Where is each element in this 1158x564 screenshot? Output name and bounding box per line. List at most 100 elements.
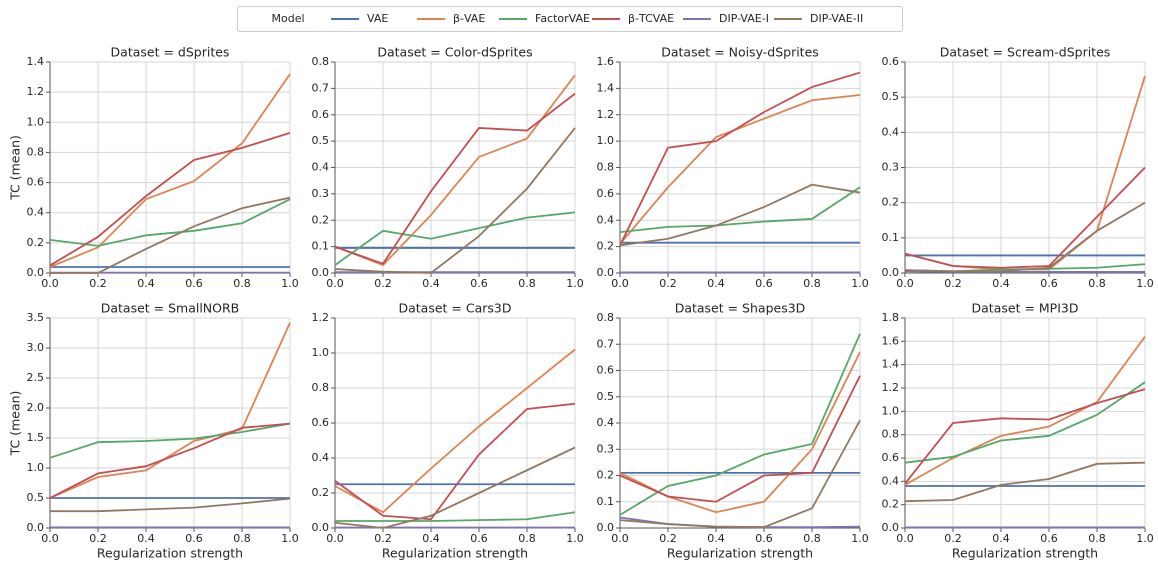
x-tick-label: 1.0 — [281, 277, 299, 290]
y-tick-label: 1.2 — [312, 311, 330, 324]
x-tick-label: 0.6 — [755, 532, 773, 545]
panel: 0.0 0.2 0.4 0.6 0.8 1.0 1.2 1.4 1.6 0.0 0.2 0.4 0.6 0… — [597, 45, 869, 291]
x-tick-label: 0.0 — [611, 277, 629, 290]
y-tick-label: 0.0 — [27, 521, 45, 534]
y-tick-label: 1.5 — [27, 431, 45, 444]
x-axis-label: Regularization strength — [952, 546, 1098, 561]
y-tick-label: 0.0 — [312, 521, 330, 534]
legend-label: β-TCVAE — [628, 12, 674, 25]
legend: Model VAE β-VAE FactorVAE β-TCVAE DIP-VAE-I DI… — [237, 6, 903, 32]
y-tick-label: 1.4 — [597, 81, 615, 94]
x-axis-label: Regularization strength — [382, 546, 528, 561]
panel-title: Dataset = MPI3D — [972, 301, 1079, 316]
series-line — [904, 461, 1146, 503]
y-tick-label: 1.6 — [597, 55, 615, 68]
x-axis-label: Regularization strength — [97, 546, 243, 561]
x-tick-label: 0.8 — [803, 277, 821, 290]
y-tick-label: 0.6 — [597, 364, 615, 377]
series-line — [49, 73, 291, 268]
legend-title: Model — [271, 12, 304, 25]
x-tick-label: 0.6 — [1040, 532, 1058, 545]
series-line — [334, 402, 576, 521]
y-tick-label: 1.8 — [882, 311, 900, 324]
y-tick-label: 0.3 — [882, 161, 900, 174]
series-line — [50, 497, 291, 513]
y-tick-label: 0.1 — [597, 495, 615, 508]
y-tick-label: 1.0 — [27, 115, 45, 128]
y-tick-label: 0.0 — [882, 521, 900, 534]
x-tick-label: 0.4 — [137, 277, 155, 290]
y-tick-label: 1.2 — [27, 85, 45, 98]
panel-title: Dataset = Color-dSprites — [377, 45, 532, 60]
y-tick-label: 0.6 — [27, 176, 45, 189]
y-tick-label: 0.6 — [882, 451, 900, 464]
series-line — [334, 211, 576, 266]
x-tick-label: 0.8 — [1088, 277, 1106, 290]
y-tick-label: 0.1 — [312, 240, 330, 253]
y-tick-label: 0.8 — [312, 55, 330, 68]
legend-box — [237, 6, 903, 32]
series-line — [49, 198, 291, 247]
y-tick-label: 0.1 — [882, 231, 900, 244]
series-line — [335, 511, 576, 522]
legend-label: DIP-VAE-II — [810, 12, 863, 25]
series-line — [49, 422, 291, 499]
x-axis-label: Regularization strength — [667, 546, 813, 561]
x-tick-label: 0.2 — [374, 532, 392, 545]
y-tick-label: 0.4 — [312, 161, 330, 174]
x-tick-label: 0.4 — [707, 532, 725, 545]
legend-label: FactorVAE — [535, 12, 590, 25]
panel-title: Dataset = SmallNORB — [101, 301, 240, 316]
series-line — [334, 92, 576, 265]
series-line — [904, 201, 1146, 273]
y-tick-label: 0.4 — [597, 416, 615, 429]
y-tick-label: 0.3 — [312, 187, 330, 200]
series-line — [49, 322, 291, 499]
x-tick-label: 0.4 — [422, 532, 440, 545]
panel-title: Dataset = Noisy-dSprites — [661, 45, 819, 60]
series-line — [619, 94, 861, 245]
series-line — [49, 422, 291, 459]
x-tick-label: 0.6 — [1040, 277, 1058, 290]
y-tick-label: 0.6 — [597, 187, 615, 200]
x-tick-label: 0.8 — [518, 277, 536, 290]
x-tick-label: 0.0 — [326, 532, 344, 545]
x-tick-label: 0.6 — [185, 277, 203, 290]
series-line — [619, 71, 861, 246]
panel: 0.0 0.2 0.4 0.6 0.8 1.0 1.2 0.0 0.2 0.4 0.6 0.8 1.0 D… — [312, 301, 584, 561]
x-tick-label: 1.0 — [566, 532, 584, 545]
y-tick-label: 0.6 — [882, 55, 900, 68]
y-tick-label: 0.6 — [312, 108, 330, 121]
y-tick-label: 1.4 — [27, 55, 45, 68]
x-tick-label: 1.0 — [1136, 277, 1154, 290]
x-tick-label: 0.6 — [470, 532, 488, 545]
series-line — [904, 75, 1146, 271]
panel: 0.0 0.2 0.4 0.6 0.8 1.0 1.2 1.4 0.0 0.2 0.4 0.6 0.8 1… — [8, 45, 299, 291]
y-tick-label: 2.5 — [27, 371, 45, 384]
y-tick-label: 0.8 — [27, 145, 45, 158]
y-tick-label: 0.2 — [597, 469, 615, 482]
x-tick-label: 0.6 — [755, 277, 773, 290]
x-tick-label: 1.0 — [851, 532, 869, 545]
legend-label: VAE — [367, 12, 388, 25]
y-tick-label: 0.0 — [882, 266, 900, 279]
y-tick-label: 0.5 — [882, 90, 900, 103]
panel: 0.0 0.2 0.4 0.6 0.8 1.0 1.2 1.4 1.6 1.8 0.0 0.2 0.4 0… — [882, 301, 1154, 561]
panel: 0.0 0.1 0.2 0.3 0.4 0.5 0.6 0.7 0.8 0.0 0.2 0.4 0.6 0… — [312, 45, 584, 291]
y-tick-label: 0.7 — [597, 337, 615, 350]
series-line — [904, 388, 1146, 485]
panel: 0.0 0.1 0.2 0.3 0.4 0.5 0.6 0.0 0.2 0.4 0.6 0.8 1.0 D… — [882, 45, 1154, 291]
y-tick-label: 0.8 — [882, 428, 900, 441]
series-line — [619, 375, 861, 503]
x-tick-label: 0.0 — [896, 277, 914, 290]
x-tick-label: 0.2 — [944, 277, 962, 290]
y-tick-label: 0.7 — [312, 81, 330, 94]
y-tick-label: 0.2 — [312, 486, 330, 499]
y-tick-label: 0.2 — [312, 213, 330, 226]
y-tick-label: 0.8 — [312, 381, 330, 394]
x-tick-label: 0.0 — [611, 532, 629, 545]
x-tick-label: 0.2 — [659, 532, 677, 545]
series-line — [334, 127, 576, 274]
y-tick-label: 1.0 — [27, 461, 45, 474]
